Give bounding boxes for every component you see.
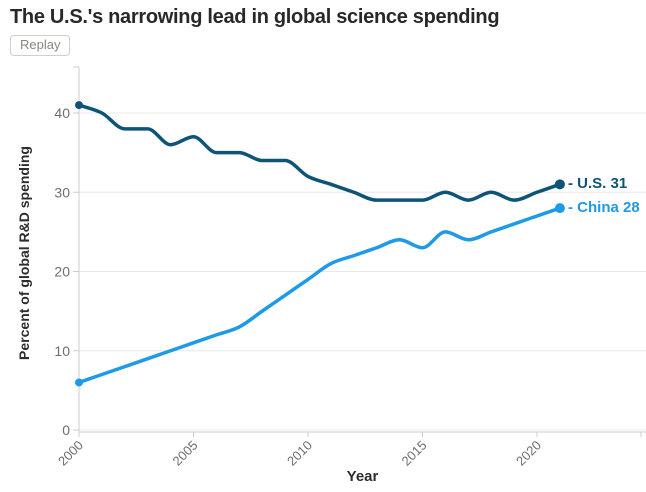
- replay-button[interactable]: Replay: [10, 35, 71, 56]
- series-china-line: [75, 203, 565, 387]
- y-tick-label: 20: [54, 264, 70, 280]
- chart-header: The U.S.'s narrowing lead in global scie…: [10, 4, 640, 56]
- y-tick-label: 40: [54, 105, 70, 121]
- x-tick-label: 2000: [55, 438, 86, 469]
- series-start-dot: [75, 378, 83, 387]
- series-end-dot: [554, 179, 565, 190]
- x-tick-label: 2005: [170, 438, 201, 469]
- x-axis-title: Year: [346, 468, 379, 485]
- series-start-dot: [75, 101, 83, 110]
- chart-canvas: 0 10 20 30 40 2000 2005 2010 2015 2020: [54, 66, 646, 469]
- series-end-label-us: - U.S. 31: [568, 175, 628, 192]
- y-tick-label: 30: [54, 184, 70, 200]
- series-us-line: [75, 101, 565, 202]
- y-axis: 0 10 20 30 40: [54, 66, 80, 438]
- x-tick-label: 2015: [399, 438, 430, 469]
- x-tick-label: 2010: [284, 438, 315, 469]
- series-end-label-china: - China 28: [568, 199, 640, 216]
- x-tick-label: 2020: [513, 438, 544, 469]
- line-chart: 0 10 20 30 40 2000 2005 2010 2015 2020 Percent of…: [0, 60, 646, 492]
- gridlines: [79, 112, 646, 431]
- y-tick-label: 10: [54, 343, 70, 359]
- y-axis-title: Percent of global R&D spending: [16, 146, 32, 360]
- series-end-dot: [554, 203, 565, 214]
- x-axis: 2000 2005 2010 2015 2020: [55, 431, 646, 469]
- y-tick-label: 0: [62, 422, 70, 438]
- page-title: The U.S.'s narrowing lead in global scie…: [10, 6, 500, 28]
